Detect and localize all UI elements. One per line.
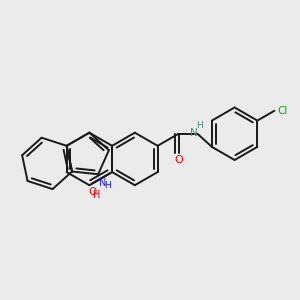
Text: N: N (190, 128, 198, 138)
Text: H: H (196, 121, 203, 130)
Text: Cl: Cl (277, 106, 288, 116)
Text: O: O (174, 155, 183, 165)
Text: H: H (104, 181, 111, 190)
Text: H: H (92, 190, 100, 200)
Text: N: N (99, 178, 107, 188)
Text: O: O (88, 187, 96, 197)
